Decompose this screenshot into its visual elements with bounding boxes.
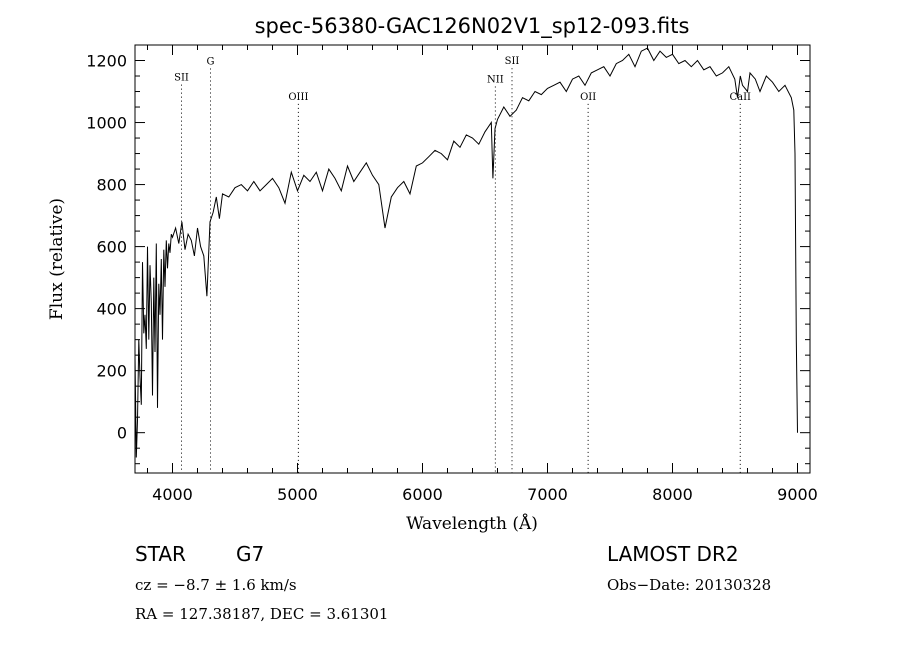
x-tick-label: 5000 <box>277 485 318 504</box>
y-tick-label: 200 <box>96 362 127 381</box>
spectral-line-label: CaII <box>729 92 751 103</box>
obs-date-text: Obs−Date: 20130328 <box>607 576 772 594</box>
spectral-line-label: SII <box>174 73 189 84</box>
plot-frame <box>134 44 811 474</box>
x-tick-label: 9000 <box>777 485 818 504</box>
x-tick-label: 6000 <box>402 485 443 504</box>
x-tick-label: 8000 <box>652 485 693 504</box>
y-tick-label: 800 <box>96 176 127 195</box>
x-axis-title: Wavelength (Å) <box>406 513 538 534</box>
x-tick-label: 4000 <box>152 485 193 504</box>
spectral-line-label: SII <box>505 56 520 67</box>
object-class: STAR <box>135 542 186 566</box>
redshift-text: cz = −8.7 ± 1.6 km/s <box>135 576 297 594</box>
y-axis-title: Flux (relative) <box>47 198 67 320</box>
object-subclass: G7 <box>236 542 265 566</box>
chart-title: spec-56380-GAC126N02V1_sp12-093.fits <box>255 14 690 39</box>
y-tick-label: 1000 <box>86 114 127 133</box>
axes: 4000 5000 6000 7000 8000 9000 0 200 400 600 800 100… <box>86 45 818 504</box>
y-tick-label: 400 <box>96 300 127 319</box>
y-tick-label: 1200 <box>86 52 127 71</box>
spectral-line-label: NII <box>487 75 504 86</box>
spectral-line-label: G <box>207 57 215 68</box>
coordinates-text: RA = 127.38187, DEC = 3.61301 <box>135 605 389 623</box>
x-tick-label: 7000 <box>527 485 568 504</box>
series-group <box>134 47 798 458</box>
spectral-line-label: OIII <box>288 92 308 103</box>
spectrum-line <box>134 47 798 458</box>
y-tick-label: 0 <box>117 424 127 443</box>
survey-name: LAMOST DR2 <box>607 542 739 566</box>
spectral-line-label: OII <box>580 92 596 103</box>
y-tick-label: 600 <box>96 238 127 257</box>
